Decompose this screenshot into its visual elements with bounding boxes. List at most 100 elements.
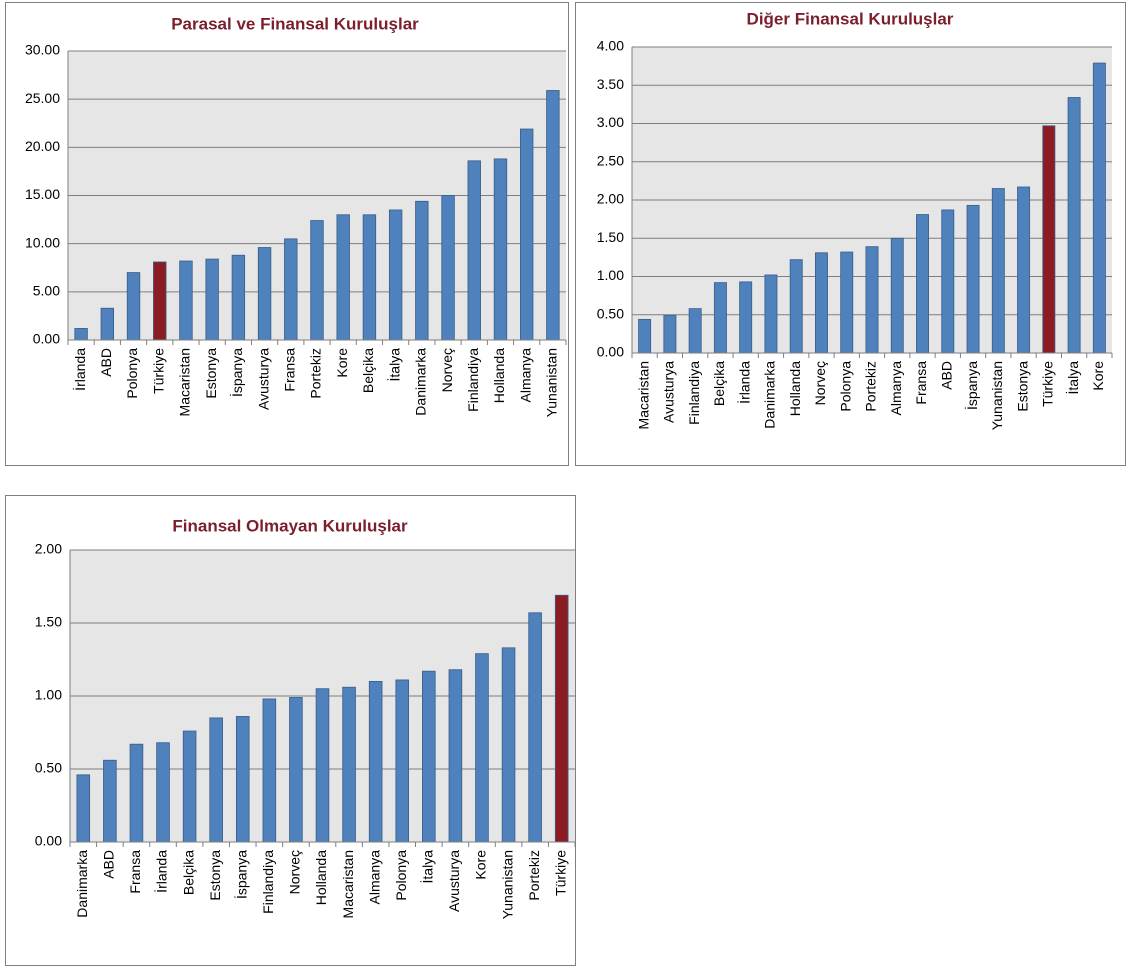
- x-tick-label: Fransa: [913, 361, 929, 405]
- bar: [739, 281, 753, 354]
- bar: [663, 315, 677, 354]
- x-tick-label: Hollanda: [313, 850, 329, 905]
- y-tick-label: 30.00: [25, 42, 60, 58]
- bar: [501, 647, 516, 843]
- bar: [103, 759, 117, 843]
- x-tick-label: İtalya: [385, 348, 402, 382]
- bar: [941, 209, 955, 354]
- x-tick-label: Danimarka: [413, 348, 429, 416]
- chart-title: Parasal ve Finansal Kuruluşlar: [171, 14, 419, 33]
- x-tick-label: İrlanda: [71, 348, 88, 391]
- bar: [448, 669, 463, 843]
- x-tick-label: Fransa: [127, 850, 143, 894]
- x-tick-label: İspanya: [963, 361, 980, 410]
- x-tick-label: Finlandiya: [260, 850, 276, 914]
- bar: [554, 594, 569, 843]
- x-tick-label: Avusturya: [661, 361, 677, 423]
- x-tick-label: Macaristan: [340, 850, 356, 918]
- x-tick-label: ABD: [98, 348, 114, 377]
- y-tick-label: 0.50: [35, 760, 62, 776]
- x-tick-label: Türkiye: [150, 348, 166, 394]
- bar: [1092, 62, 1106, 354]
- y-tick-label: 2.50: [597, 152, 624, 168]
- x-tick-label: Kore: [334, 348, 350, 378]
- x-tick-label: Norveç: [439, 348, 455, 392]
- bar: [284, 238, 298, 341]
- y-tick-label: 25.00: [25, 90, 60, 106]
- bar: [209, 717, 223, 843]
- bar: [362, 214, 377, 341]
- bar: [840, 251, 854, 354]
- bar: [1042, 125, 1056, 354]
- x-tick-label: Belçika: [180, 850, 196, 895]
- y-tick-label: 10.00: [25, 234, 60, 250]
- x-tick-label: Hollanda: [787, 361, 803, 416]
- bar: [966, 204, 980, 354]
- y-tick-label: 0.00: [35, 833, 62, 849]
- x-tick-label: Estonya: [207, 850, 223, 901]
- x-tick-label: Polonya: [393, 850, 409, 901]
- bar: [235, 716, 250, 843]
- x-tick-label: İrlanda: [153, 850, 170, 893]
- x-tick-label: Portekiz: [308, 348, 324, 399]
- bar: [528, 612, 542, 843]
- bar: [388, 209, 403, 341]
- x-tick-label: ABD: [938, 361, 954, 390]
- y-tick-label: 3.00: [597, 114, 624, 130]
- bar: [713, 282, 727, 354]
- y-tick-label: 5.00: [33, 283, 60, 299]
- x-tick-label: Estonya: [1014, 361, 1030, 412]
- x-tick-label: Türkiye: [552, 850, 568, 896]
- bar: [310, 220, 324, 341]
- x-tick-label: Yunanistan: [499, 850, 515, 919]
- y-tick-label: 1.00: [35, 687, 62, 703]
- x-tick-label: Almanya: [517, 348, 533, 403]
- x-tick-label: Finlandiya: [686, 361, 702, 425]
- y-tick-label: 0.00: [597, 344, 624, 360]
- x-tick-label: Polonya: [837, 361, 853, 412]
- bar: [890, 237, 904, 354]
- x-tick-label: Portekiz: [863, 361, 879, 412]
- x-tick-label: Almanya: [366, 850, 382, 905]
- y-tick-label: 3.50: [597, 76, 624, 92]
- bar: [467, 160, 481, 341]
- bar: [126, 272, 141, 341]
- x-tick-label: Danimarka: [762, 361, 778, 429]
- x-tick-label: Yunanistan: [989, 361, 1005, 430]
- x-tick-label: Belçika: [711, 361, 727, 406]
- bar: [764, 274, 778, 354]
- x-tick-label: Norveç: [812, 361, 828, 405]
- y-tick-label: 20.00: [25, 138, 60, 154]
- bar: [156, 742, 170, 843]
- bar: [153, 261, 167, 341]
- x-tick-label: Macaristan: [635, 361, 651, 429]
- y-tick-label: 2.00: [35, 541, 62, 557]
- bar: [74, 328, 88, 341]
- x-tick-label: İspanya: [232, 850, 249, 899]
- y-tick-label: 0.50: [597, 305, 624, 321]
- bar: [336, 214, 350, 341]
- y-tick-label: 0.00: [33, 331, 60, 347]
- x-tick-label: Polonya: [124, 348, 140, 399]
- bar: [100, 307, 115, 341]
- bar: [991, 188, 1005, 354]
- bar: [315, 688, 330, 843]
- bar: [129, 743, 144, 843]
- x-tick-label: İrlanda: [735, 361, 752, 404]
- x-tick-label: Avusturya: [255, 348, 271, 410]
- bar: [519, 128, 534, 341]
- y-tick-label: 1.00: [597, 267, 624, 283]
- bar: [789, 259, 803, 354]
- x-tick-label: Hollanda: [491, 348, 507, 403]
- y-tick-label: 2.00: [597, 191, 624, 207]
- x-tick-label: Kore: [473, 850, 489, 880]
- x-tick-label: Macaristan: [177, 348, 193, 416]
- bar: [395, 679, 410, 843]
- x-tick-label: İtalya: [1064, 361, 1081, 395]
- bar: [638, 318, 652, 354]
- bar: [441, 195, 455, 341]
- bar: [475, 653, 489, 843]
- bar: [231, 254, 246, 341]
- x-tick-label: Belçika: [360, 348, 376, 393]
